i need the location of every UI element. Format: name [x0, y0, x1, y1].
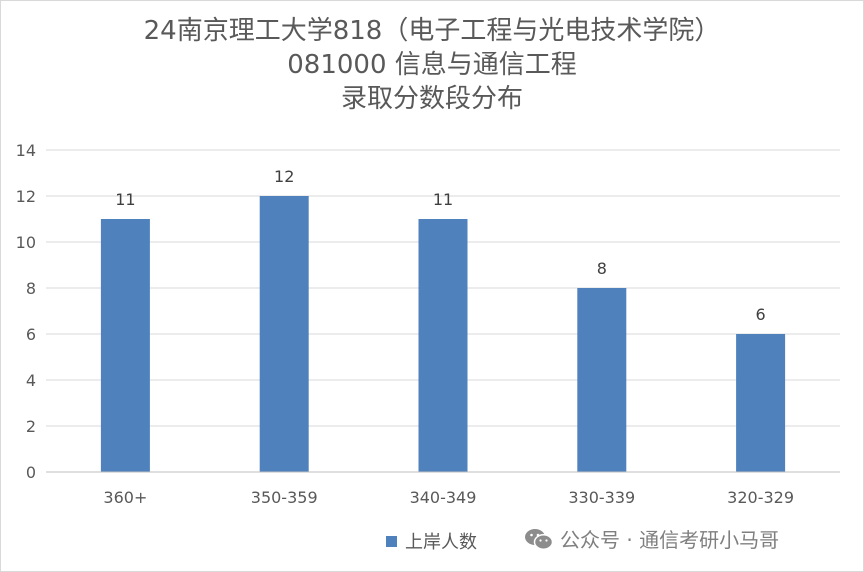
watermark-text: 公众号 · 通信考研小马哥 [560, 528, 780, 552]
x-tick-label: 340-349 [410, 488, 477, 507]
bar-340-349 [418, 219, 468, 472]
chart-title-line-1: 24南京理工大学818（电子工程与光电技术学院） [143, 16, 721, 46]
y-tick-label: 14 [16, 141, 36, 160]
y-tick-label: 0 [26, 463, 36, 482]
chart-title: 24南京理工大学818（电子工程与光电技术学院） 081000 信息与通信工程 … [0, 14, 864, 116]
y-tick-label: 8 [26, 279, 36, 298]
wechat-icon [525, 528, 554, 550]
bar-330-339 [577, 288, 627, 472]
legend-label: 上岸人数 [405, 532, 477, 553]
legend: 上岸人数 [386, 528, 477, 554]
y-tick-label: 4 [26, 371, 36, 390]
chart-title-line-2: 081000 信息与通信工程 [287, 50, 577, 80]
y-tick-label: 6 [26, 325, 36, 344]
watermark: 公众号 · 通信考研小马哥 [524, 524, 779, 553]
x-tick-label: 360+ [103, 488, 147, 507]
y-tick-label: 12 [16, 187, 36, 206]
data-label: 11 [433, 190, 453, 209]
data-label: 8 [597, 259, 607, 278]
legend-swatch [386, 535, 397, 547]
y-tick-label: 10 [16, 233, 36, 252]
x-tick-label: 330-339 [568, 488, 635, 507]
data-label: 12 [274, 167, 294, 186]
bar-320-329 [736, 334, 786, 472]
data-label: 6 [756, 305, 766, 324]
data-label: 11 [115, 190, 135, 209]
y-tick-label: 2 [26, 417, 36, 436]
bar-350-359 [259, 196, 309, 472]
x-tick-label: 350-359 [251, 488, 318, 507]
x-tick-label: 320-329 [727, 488, 794, 507]
bar-360+ [100, 219, 150, 472]
chart-title-line-3: 录取分数段分布 [340, 84, 523, 114]
